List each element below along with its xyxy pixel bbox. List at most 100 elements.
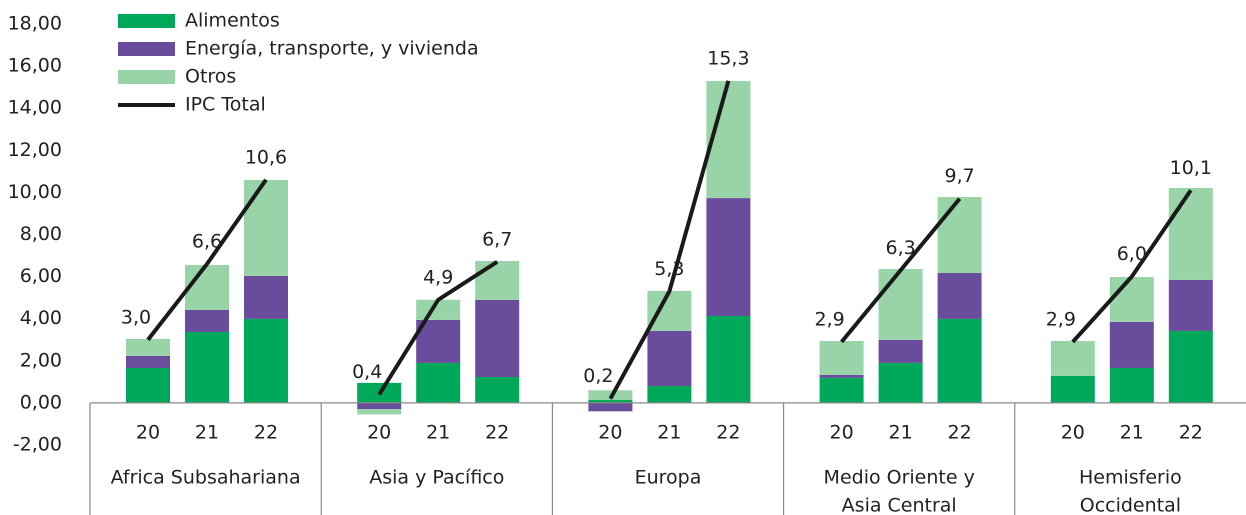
bar-segment	[244, 318, 288, 403]
ipc-line	[608, 80, 731, 400]
bar-segment	[475, 377, 520, 403]
bar-segment	[126, 355, 170, 368]
bar-segment	[1109, 321, 1154, 368]
ipc-line	[1071, 189, 1193, 344]
bar-segment	[475, 299, 520, 378]
bar-segment	[937, 197, 982, 274]
bar-segment	[126, 338, 170, 356]
x-tick-label: 21	[1120, 422, 1144, 444]
bar-segment	[819, 377, 864, 403]
x-tick-label: 20	[367, 422, 391, 444]
ipc-line	[146, 178, 268, 341]
data-label: 0,2	[583, 365, 613, 387]
y-tick-label: 18,00	[8, 13, 62, 35]
bar-segment	[1050, 341, 1095, 376]
bar-segment	[937, 273, 982, 319]
bar-segment	[1168, 187, 1213, 280]
ipc-line	[840, 197, 962, 344]
bar-segment	[647, 330, 692, 387]
data-label: 0,4	[352, 361, 382, 383]
data-label: 4,9	[423, 266, 453, 288]
bar-segment	[126, 367, 170, 403]
ipc-line	[377, 260, 499, 396]
data-label: 10,6	[245, 146, 287, 168]
bar-segment	[647, 290, 692, 331]
bar-segment	[706, 198, 751, 316]
legend-label: Energía, transporte, y vivienda	[185, 38, 479, 60]
data-label: 9,7	[944, 165, 974, 187]
data-label: 6,6	[192, 230, 222, 252]
bar-segment	[706, 315, 751, 403]
bar-segment	[185, 331, 229, 403]
bar-segment	[588, 402, 633, 412]
bar-segment	[1109, 367, 1154, 403]
group-label: Asia y Pacífico	[369, 467, 504, 489]
bar-segment	[1109, 277, 1154, 322]
x-tick-label: 20	[136, 422, 160, 444]
data-label: 3,0	[121, 306, 151, 328]
bar-segment	[647, 386, 692, 403]
bar-segment	[937, 318, 982, 403]
x-tick-label: 21	[657, 422, 681, 444]
bar-segment	[1050, 375, 1095, 403]
group-label: Asia Central	[842, 495, 957, 515]
bar-segment	[819, 374, 864, 378]
data-label: 15,3	[707, 47, 749, 69]
legend-label: Alimentos	[185, 10, 280, 32]
y-tick-label: 4,00	[20, 307, 62, 329]
legend-swatch	[118, 70, 175, 84]
bar-segment	[416, 362, 461, 403]
x-tick-label: 22	[254, 422, 278, 444]
bar-segment	[416, 319, 461, 363]
legend-label: Otros	[185, 66, 236, 88]
data-label: 6,7	[482, 228, 512, 250]
bar-segment	[878, 269, 923, 340]
bar-segment	[1168, 279, 1213, 331]
bar-segment	[475, 261, 520, 300]
bar-segment	[588, 399, 633, 403]
x-tick-label: 20	[830, 422, 854, 444]
bar-segment	[185, 309, 229, 332]
y-tick-label: 14,00	[8, 97, 62, 119]
legend-label: IPC Total	[185, 94, 266, 116]
bar-segment	[878, 362, 923, 403]
x-tick-label: 21	[426, 422, 450, 444]
bar-segment	[357, 402, 402, 410]
y-tick-label: 8,00	[20, 223, 62, 245]
group-label: Hemisferio	[1079, 467, 1182, 489]
data-label: 2,9	[1046, 308, 1076, 330]
x-tick-label: 20	[598, 422, 622, 444]
x-tick-label: 20	[1061, 422, 1085, 444]
bar-segment	[185, 265, 229, 310]
y-tick-label: 16,00	[8, 55, 62, 77]
bar-segment	[244, 179, 288, 276]
data-label: 6,0	[1117, 243, 1147, 265]
x-tick-label: 22	[1179, 422, 1203, 444]
y-tick-label: 0,00	[20, 391, 62, 413]
y-tick-label: 2,00	[20, 349, 62, 371]
x-tick-label: 22	[948, 422, 972, 444]
y-tick-label: 10,00	[8, 181, 62, 203]
group-label: Occidental	[1080, 495, 1181, 515]
data-label: 6,3	[885, 237, 915, 259]
group-label: Medio Oriente y	[824, 467, 975, 489]
bar-segment	[1168, 330, 1213, 403]
data-label: 10,1	[1170, 157, 1212, 179]
group-label: Europa	[635, 467, 702, 489]
legend-swatch	[118, 14, 175, 28]
data-label: 2,9	[814, 308, 844, 330]
x-tick-label: 22	[716, 422, 740, 444]
x-tick-label: 21	[195, 422, 219, 444]
y-tick-label: -2,00	[13, 434, 62, 456]
bar-segment	[244, 275, 288, 319]
data-label: 5,3	[654, 258, 684, 280]
bar-segment	[878, 339, 923, 363]
bar-segment	[357, 409, 402, 415]
y-tick-label: 12,00	[8, 139, 62, 161]
x-tick-label: 22	[485, 422, 509, 444]
y-tick-label: 6,00	[20, 265, 62, 287]
legend-swatch	[118, 42, 175, 56]
group-label: Africa Subsahariana	[111, 467, 301, 489]
bar-segment	[819, 341, 864, 375]
